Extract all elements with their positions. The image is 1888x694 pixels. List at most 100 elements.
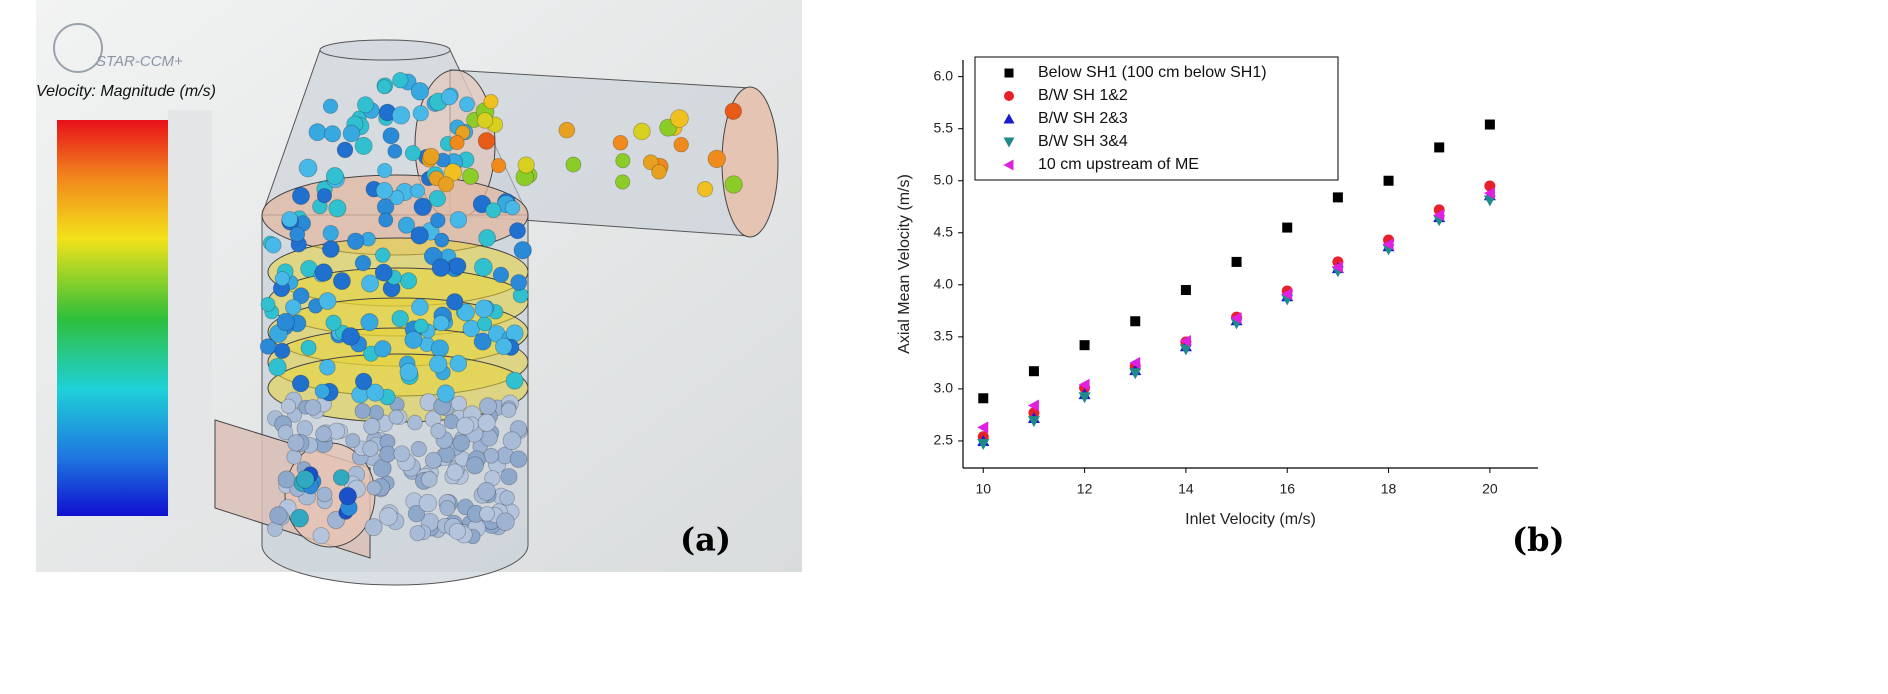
- data-point: [1282, 222, 1293, 233]
- particle: [446, 293, 464, 311]
- data-point: [1028, 366, 1039, 377]
- particle: [499, 490, 515, 506]
- particle: [450, 395, 467, 412]
- particle: [673, 136, 689, 153]
- particle: [477, 413, 496, 432]
- x-tick-label: 10: [975, 481, 991, 497]
- particle: [374, 263, 393, 282]
- legend-marker: [1003, 159, 1014, 171]
- particle: [410, 226, 429, 245]
- legend-label: B/W SH 1&2: [1038, 87, 1128, 104]
- particle: [510, 274, 528, 291]
- particle: [260, 296, 276, 312]
- particle: [379, 445, 397, 463]
- particle: [298, 158, 318, 178]
- particle: [312, 527, 330, 545]
- chart: 2.5 3.0 3.5 4.0 4.5 5.0 5.5 6.0 10 12 14 16 18 20 Inle…: [896, 56, 1538, 528]
- particle: [633, 122, 651, 141]
- particle: [462, 167, 479, 185]
- particle: [287, 434, 305, 452]
- particle: [374, 340, 392, 358]
- particle: [410, 82, 430, 101]
- particle: [449, 211, 468, 229]
- particle: [354, 372, 373, 391]
- particle: [483, 94, 499, 110]
- particle: [651, 164, 667, 180]
- particle: [387, 143, 403, 159]
- data-point: [1129, 356, 1141, 369]
- data-point: [1281, 288, 1293, 301]
- colorbar-title: Velocity: Magnitude (m/s): [36, 83, 216, 100]
- particle: [319, 359, 336, 376]
- x-tick-label: 14: [1178, 481, 1194, 497]
- particle: [432, 314, 450, 332]
- particle: [336, 141, 354, 159]
- legend-label: Below SH1 (100 cm below SH1): [1038, 64, 1267, 81]
- particle: [446, 463, 464, 481]
- particle: [465, 456, 484, 475]
- particle: [459, 96, 475, 113]
- y-axis-label: Axial Mean Velocity (m/s): [896, 174, 913, 354]
- particle: [448, 257, 467, 275]
- particle: [323, 125, 342, 143]
- particle: [430, 423, 447, 439]
- colorbar: [57, 120, 168, 516]
- particle: [724, 102, 742, 120]
- particle: [412, 105, 429, 122]
- particle: [483, 447, 500, 464]
- particle: [615, 174, 631, 190]
- y-tick-label: 4.5: [934, 223, 954, 239]
- data-point: [977, 421, 989, 434]
- particle: [496, 512, 515, 532]
- particle: [274, 271, 290, 287]
- particle: [500, 402, 517, 418]
- particle: [345, 433, 361, 449]
- particle: [421, 471, 438, 488]
- particle: [332, 469, 350, 486]
- particle: [422, 147, 440, 166]
- legend-marker: [1004, 68, 1014, 78]
- particle: [295, 470, 315, 489]
- particle: [274, 342, 291, 359]
- particle: [430, 212, 446, 229]
- data-point: [1130, 316, 1141, 327]
- particle: [378, 507, 398, 526]
- particle: [393, 445, 411, 463]
- legend-box: [974, 56, 1339, 181]
- logo-mark: [53, 23, 103, 73]
- data-point: [1180, 285, 1191, 296]
- data-point: [1382, 238, 1394, 251]
- data-point: [1484, 119, 1495, 130]
- y-tick-label: 5.0: [934, 171, 954, 187]
- particle: [418, 493, 438, 513]
- data-point: [978, 393, 989, 404]
- data-point: [1332, 192, 1343, 203]
- particle: [404, 330, 423, 349]
- particle: [707, 149, 726, 169]
- particle: [388, 409, 404, 425]
- data-point: [1383, 175, 1394, 186]
- particle: [356, 96, 375, 114]
- particle: [456, 303, 475, 322]
- particle: [473, 257, 493, 277]
- particle: [452, 434, 470, 452]
- data-point: [1483, 187, 1495, 200]
- particle: [341, 327, 360, 346]
- legend-label: 10 cm upstream of ME: [1038, 156, 1199, 173]
- particle: [479, 506, 495, 522]
- particle: [346, 232, 365, 250]
- particle: [281, 211, 298, 228]
- data-point: [1179, 335, 1191, 348]
- particle: [277, 470, 296, 489]
- data-point: [1027, 399, 1039, 412]
- particle: [296, 420, 314, 437]
- particle: [342, 124, 361, 143]
- particle: [478, 229, 496, 247]
- particle: [314, 263, 333, 282]
- particle: [361, 274, 380, 293]
- particle: [494, 337, 513, 356]
- particle: [477, 482, 496, 501]
- particle: [376, 79, 392, 95]
- particle: [565, 156, 582, 173]
- particle: [290, 508, 309, 528]
